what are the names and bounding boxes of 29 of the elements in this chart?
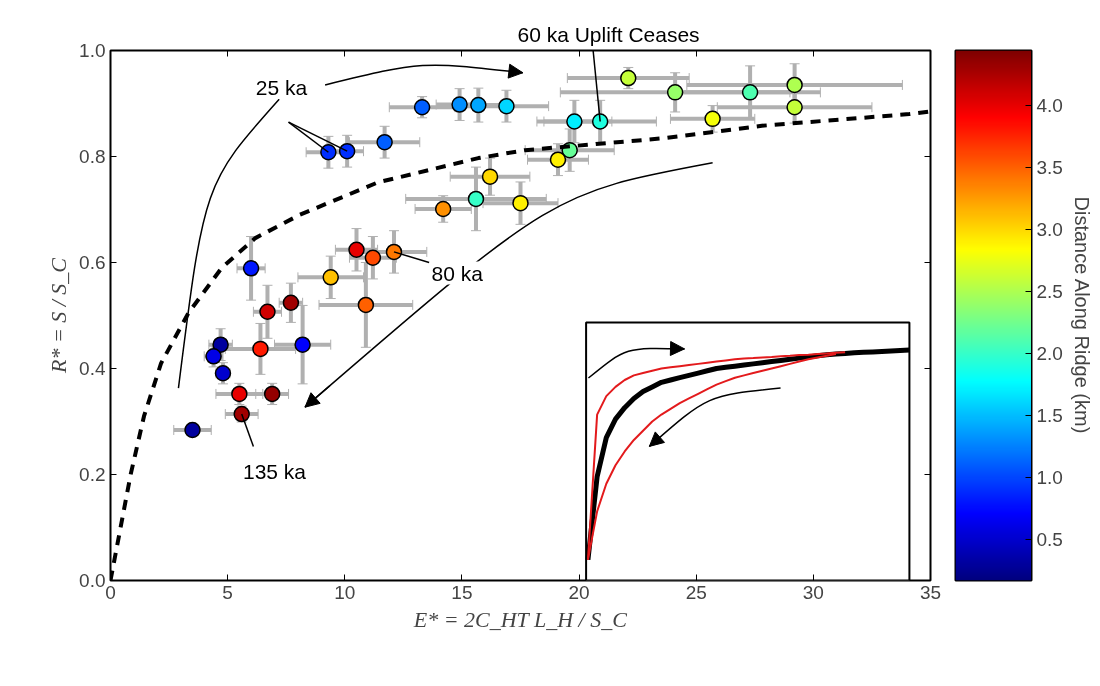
x-tick-label: 25 <box>685 581 707 603</box>
color-bar-label: 1.0 <box>1036 466 1063 488</box>
annotation: 25 ka <box>255 76 308 100</box>
y-tick-label: 0.8 <box>79 146 106 167</box>
x-tick-label: 10 <box>334 581 356 603</box>
x-tick-label: 5 <box>222 581 233 603</box>
y-tick-label: 0.4 <box>79 358 106 379</box>
annotation: 60 ka Uplift Ceases <box>517 22 700 46</box>
color-bar-label: 1.5 <box>1036 404 1063 426</box>
y-tick-label: 0.2 <box>79 464 106 485</box>
annotation: 135 ka <box>242 460 307 484</box>
y-tick-label: 0.0 <box>79 570 106 591</box>
x-tick-label: 20 <box>568 581 590 603</box>
color-bar-label: 4.0 <box>1036 94 1063 116</box>
y-tick-label: 1.0 <box>79 40 106 61</box>
y-tick-label: 0.6 <box>79 252 106 273</box>
color-bar-label: 0.5 <box>1036 529 1063 551</box>
x-tick-label: 0 <box>105 581 116 603</box>
color-bar-label: 2.0 <box>1036 342 1063 364</box>
annotation: 80 ka <box>431 261 484 285</box>
x-tick-label: 15 <box>451 581 473 603</box>
color-bar-label: 3.5 <box>1036 156 1063 178</box>
x-axis-title: E* = 2C_HT L_H / S_C <box>412 606 628 632</box>
color-bar-label: 2.5 <box>1036 280 1063 302</box>
color-bar-label: 3.0 <box>1036 218 1063 240</box>
y-axis-title: R* = S / S_C <box>46 257 72 375</box>
color-bar-title: Distance Along Ridge (km) <box>1070 196 1093 434</box>
x-tick-label: 30 <box>802 581 824 603</box>
x-tick-label: 35 <box>919 581 942 603</box>
